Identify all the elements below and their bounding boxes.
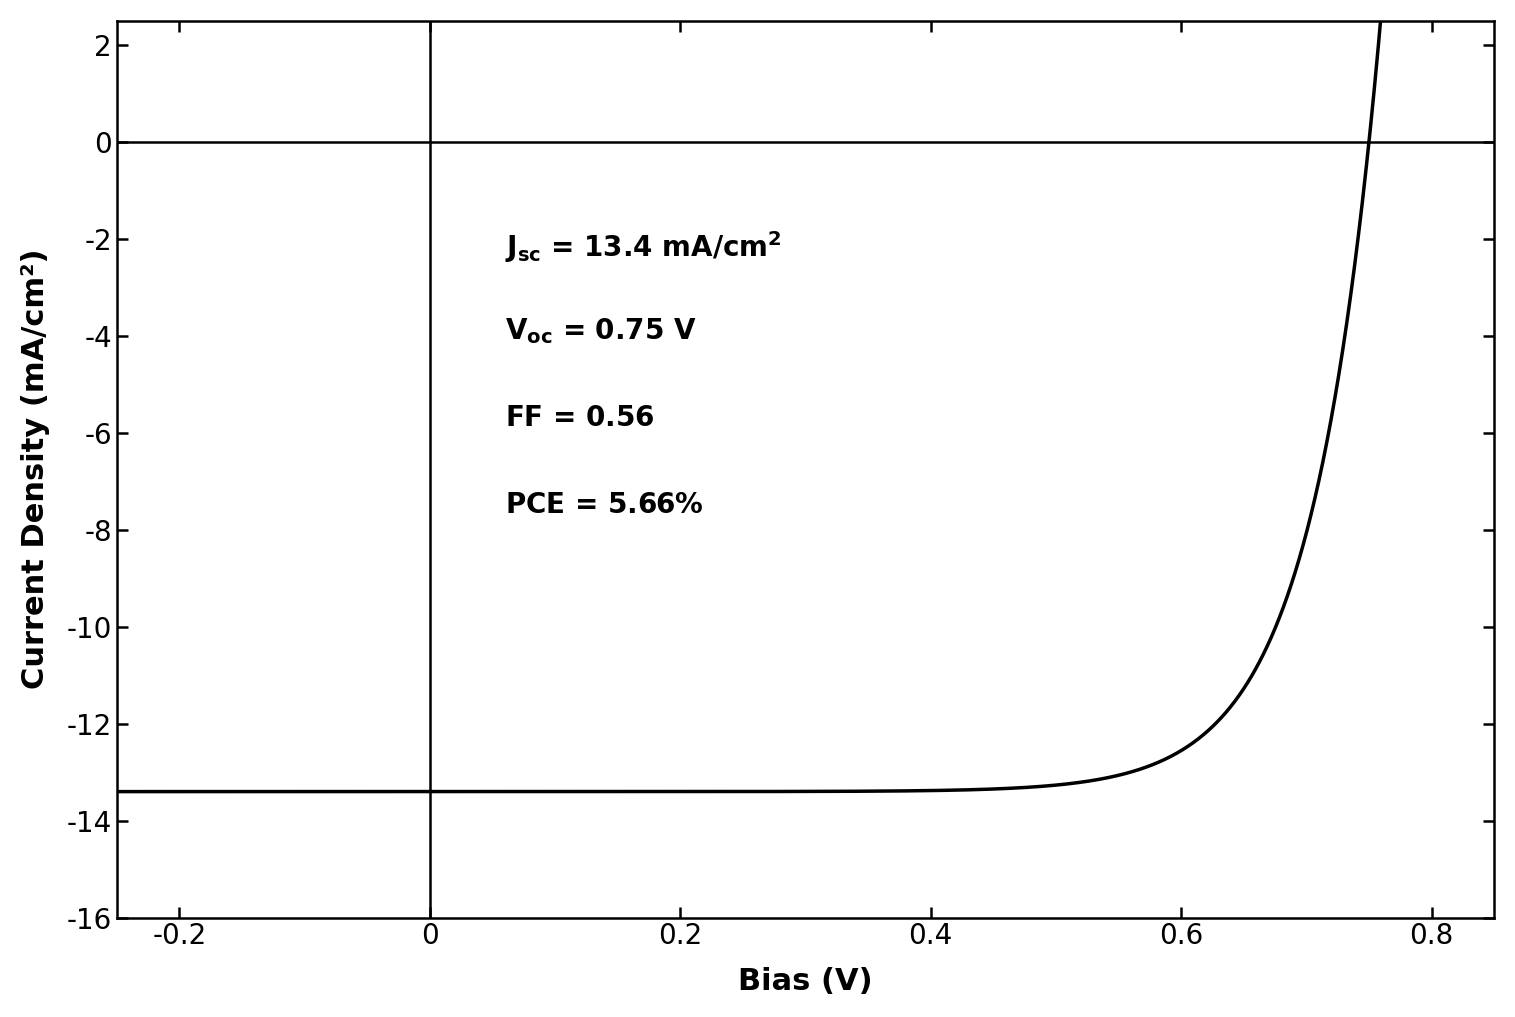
Text: $\mathbf{J_{sc}}$ = 13.4 mA/cm$\mathbf{^2}$: $\mathbf{J_{sc}}$ = 13.4 mA/cm$\mathbf{^… xyxy=(504,229,782,265)
Text: $\mathbf{V_{oc}}$ = 0.75 V: $\mathbf{V_{oc}}$ = 0.75 V xyxy=(504,316,697,347)
Text: $\mathbf{FF}$ = 0.56: $\mathbf{FF}$ = 0.56 xyxy=(504,404,654,432)
Text: $\mathbf{PCE}$ = 5.66%: $\mathbf{PCE}$ = 5.66% xyxy=(504,491,703,519)
X-axis label: Bias (V): Bias (V) xyxy=(738,967,873,997)
Y-axis label: Current Density (mA/cm²): Current Density (mA/cm²) xyxy=(21,249,50,690)
